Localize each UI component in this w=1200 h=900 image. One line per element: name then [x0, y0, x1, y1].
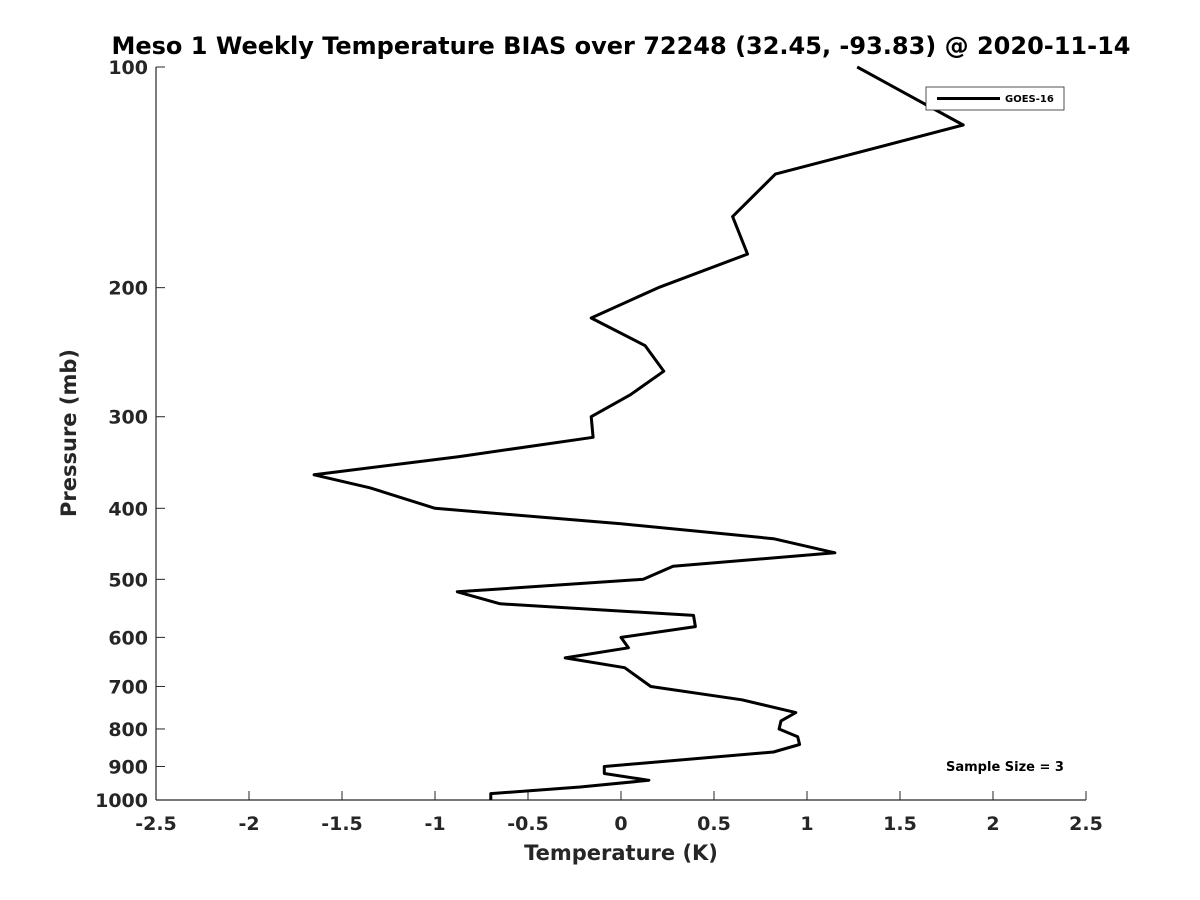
x-tick-label: 0	[614, 813, 627, 835]
y-tick-label: 400	[108, 498, 148, 520]
y-tick-label: 600	[108, 627, 148, 649]
x-tick-label: 1.5	[883, 813, 917, 835]
series-layer	[312, 65, 965, 800]
y-axis-ticks: 100 200 300 400 500 600 700 800 900 1000	[95, 57, 165, 812]
x-tick-label: 2.5	[1069, 813, 1103, 835]
chart-title: Meso 1 Weekly Temperature BIAS over 7224…	[111, 32, 1130, 60]
x-tick-label: -2.5	[135, 813, 177, 835]
y-tick-label: 900	[108, 756, 148, 778]
y-tick-label: 1000	[95, 790, 148, 812]
y-axis-label: Pressure (mb)	[57, 349, 81, 517]
y-tick-label: 100	[108, 57, 148, 79]
x-tick-label: -1	[424, 813, 445, 835]
x-tick-label: 0.5	[697, 813, 731, 835]
sample-size-annotation: Sample Size = 3	[946, 760, 1064, 775]
x-tick-label: -0.5	[507, 813, 549, 835]
legend: GOES-16	[925, 86, 1065, 111]
y-tick-label: 800	[108, 719, 148, 741]
x-tick-label: 1	[800, 813, 813, 835]
x-tick-label: -2	[238, 813, 259, 835]
x-tick-label: -1.5	[321, 813, 363, 835]
y-tick-label: 700	[108, 676, 148, 698]
x-axis-ticks: -2.5 -2 -1.5 -1 -0.5 0 0.5 1 1.5 2 2.5	[135, 791, 1103, 835]
y-tick-label: 300	[108, 407, 148, 429]
x-axis-label: Temperature (K)	[524, 841, 718, 865]
series-line-goes-16	[312, 65, 965, 800]
legend-label-goes-16: GOES-16	[1005, 94, 1054, 105]
y-tick-label: 200	[108, 278, 148, 300]
y-tick-label: 500	[108, 569, 148, 591]
x-tick-label: 2	[986, 813, 999, 835]
